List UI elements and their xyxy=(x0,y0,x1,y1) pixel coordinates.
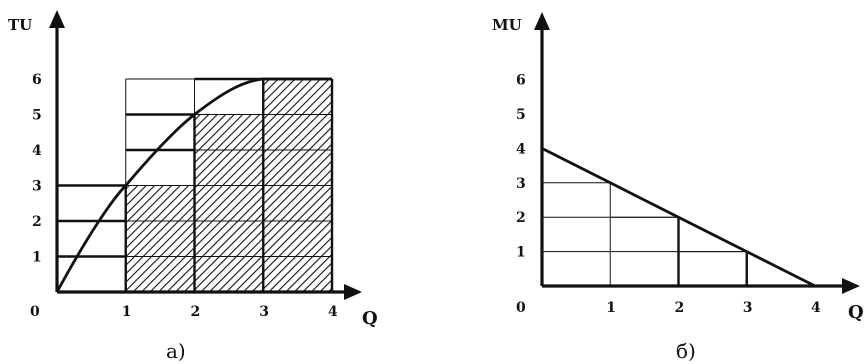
tu-y-title: TU xyxy=(8,16,32,34)
tu-y-tick-label: 5 xyxy=(32,108,42,124)
mu-x-tick-label: 4 xyxy=(811,300,821,316)
mu-x-arrow-icon xyxy=(842,278,860,294)
mu-caption: б) xyxy=(676,339,696,363)
tu-x-tick-label: 2 xyxy=(191,304,201,320)
tu-y-tick-label: 4 xyxy=(32,143,42,159)
tu-chart: TU Q 1 2 3 4 5 6 0 1 2 3 4 а) xyxy=(8,10,378,363)
tu-y-tick-label: 6 xyxy=(32,72,42,88)
tu-x-title: Q xyxy=(362,308,378,329)
tu-curve xyxy=(55,77,332,293)
tu-x-tick-label: 0 xyxy=(30,304,40,320)
mu-y-tick-label: 4 xyxy=(516,141,526,157)
mu-y-tick-label: 5 xyxy=(516,107,526,123)
mu-y-tick-label: 3 xyxy=(516,176,526,192)
tu-y-tick-label: 3 xyxy=(32,179,42,195)
mu-y-arrow-icon xyxy=(534,12,550,30)
mu-grid xyxy=(542,182,748,286)
tu-x-tick-label: 3 xyxy=(259,304,269,320)
mu-x-title: Q xyxy=(848,302,864,323)
tu-y-arrow-icon xyxy=(49,10,65,28)
tu-hatch-block xyxy=(194,114,264,292)
tu-x-arrow-icon xyxy=(344,284,362,300)
mu-line xyxy=(541,147,816,288)
mu-x-tick-label: 3 xyxy=(743,300,753,316)
mu-x-tick-label: 2 xyxy=(675,300,685,316)
mu-x-tick-label: 0 xyxy=(516,300,526,316)
mu-axes xyxy=(534,12,860,294)
tu-y-tick-labels: 1 2 3 4 5 6 xyxy=(32,72,42,266)
mu-y-title: MU xyxy=(492,16,522,34)
tu-y-tick-label: 2 xyxy=(32,214,42,230)
tu-hatch-block xyxy=(125,185,195,292)
mu-x-tick-labels: 0 1 2 3 4 xyxy=(516,300,821,316)
mu-y-tick-label: 6 xyxy=(516,73,526,89)
mu-y-tick-label: 1 xyxy=(516,245,526,261)
tu-x-tick-label: 4 xyxy=(328,304,338,320)
mu-x-tick-label: 1 xyxy=(606,300,616,316)
mu-y-tick-label: 2 xyxy=(516,210,526,226)
tu-axes xyxy=(49,10,362,300)
tu-caption: а) xyxy=(166,339,186,363)
tu-y-tick-label: 1 xyxy=(32,250,42,266)
tu-x-tick-labels: 0 1 2 3 4 xyxy=(30,304,338,320)
mu-chart: MU Q 1 2 3 4 5 6 0 1 2 3 4 б) xyxy=(492,12,864,363)
tu-x-tick-label: 1 xyxy=(122,304,132,320)
tu-step-bars xyxy=(57,77,334,292)
mu-y-tick-labels: 1 2 3 4 5 6 xyxy=(516,73,526,261)
